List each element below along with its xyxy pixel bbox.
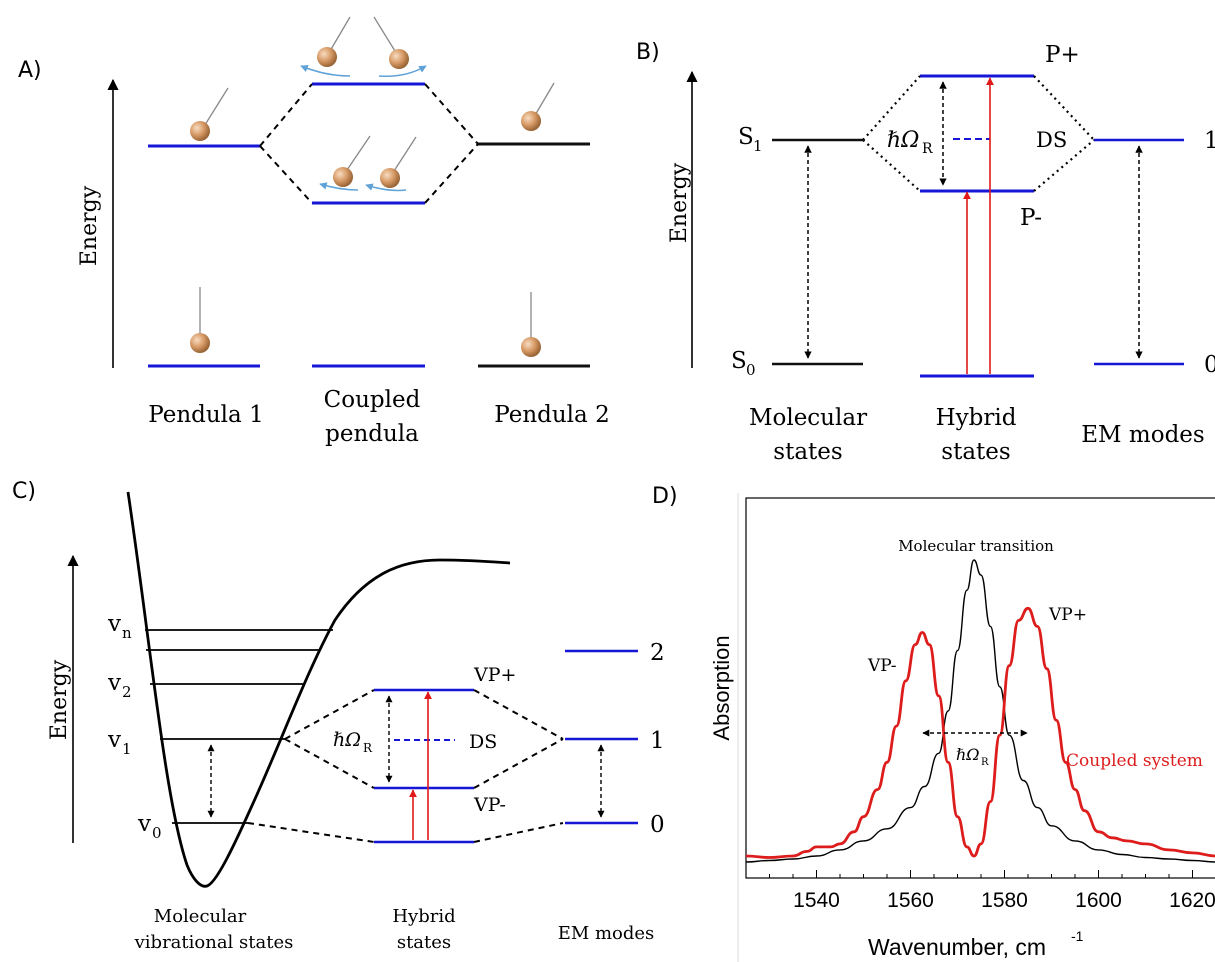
x-axis-ticks: 1540 1560 1580 1600 1620 bbox=[745, 870, 1215, 912]
swing-arrow-icon bbox=[300, 65, 351, 77]
p-minus-label: P- bbox=[1020, 205, 1042, 231]
col-molecular-label-2: states bbox=[773, 439, 842, 465]
pendulum-icon bbox=[380, 136, 417, 188]
x-tick-label: 1540 bbox=[793, 889, 840, 912]
svg-text:0: 0 bbox=[152, 824, 162, 842]
swing-arrow-icon bbox=[378, 65, 427, 78]
energy-axis-label: Energy bbox=[47, 659, 72, 740]
label-pendula: pendula bbox=[325, 421, 419, 447]
col-hybrid-label: Hybrid bbox=[936, 405, 1017, 431]
x-tick-label: 1560 bbox=[887, 889, 934, 912]
coupled-system-curve bbox=[745, 606, 1215, 859]
panel-c: C) Energy v n v 2 v 1 v 0 bbox=[12, 479, 665, 953]
pendulum-icon bbox=[333, 135, 371, 187]
label-pendula-2: Pendula 2 bbox=[494, 402, 609, 428]
label-coupled: Coupled bbox=[324, 387, 421, 413]
rabi-label: ℏΩ R bbox=[887, 128, 933, 157]
em-level-0-label: 0 bbox=[1204, 352, 1215, 378]
pendulum-icon bbox=[521, 292, 541, 357]
coupling-connectors bbox=[259, 83, 479, 204]
svg-text:R: R bbox=[363, 741, 373, 755]
swing-arrow-icon bbox=[319, 182, 359, 191]
x-tick-label: 1600 bbox=[1075, 889, 1122, 912]
svg-text:S: S bbox=[738, 124, 754, 150]
svg-text:v: v bbox=[107, 670, 121, 696]
svg-text:ℏΩ: ℏΩ bbox=[333, 729, 361, 751]
molecular-transition-label: Molecular transition bbox=[898, 537, 1054, 555]
molecular-transition-curve bbox=[745, 559, 1215, 863]
svg-text:2: 2 bbox=[122, 683, 132, 701]
svg-text:ℏΩ: ℏΩ bbox=[887, 128, 919, 153]
y-axis-label: Absorption bbox=[709, 635, 734, 740]
pendulum-icon bbox=[190, 87, 229, 141]
plot-frame bbox=[745, 497, 1215, 879]
col-molecular-label: Molecular bbox=[749, 405, 867, 431]
x-tick-label: 1580 bbox=[981, 889, 1028, 912]
em-level-2-label: 2 bbox=[650, 640, 665, 666]
svg-text:ℏΩ: ℏΩ bbox=[956, 745, 980, 764]
col-em-label: EM modes bbox=[558, 923, 655, 944]
vp-minus-peak-label: VP- bbox=[867, 656, 897, 676]
v1-label: v 1 bbox=[107, 727, 132, 758]
panel-d: D) 1540 1560 1580 1600 1620 Molecular transi… bbox=[652, 484, 1215, 962]
coupling-connectors bbox=[862, 75, 1095, 192]
pendulum-icon bbox=[317, 16, 351, 67]
svg-text:R: R bbox=[981, 757, 989, 768]
plot-curves bbox=[745, 559, 1215, 863]
p-plus-label: P+ bbox=[1045, 42, 1080, 68]
panel-c-letter: C) bbox=[12, 479, 36, 504]
svg-text:v: v bbox=[137, 811, 151, 837]
em-level-1-label: 1 bbox=[1204, 128, 1215, 154]
vp-plus-label: VP+ bbox=[473, 664, 516, 686]
svg-text:v: v bbox=[107, 727, 121, 753]
panel-a: A) Energy bbox=[18, 16, 610, 447]
panel-b: B) Energy P+ P- DS ℏΩ R S 1 S bbox=[636, 40, 1215, 465]
col-molecular-label: Molecular bbox=[154, 906, 247, 927]
svg-text:1: 1 bbox=[753, 137, 763, 155]
vp-plus-peak-label: VP+ bbox=[1048, 605, 1087, 625]
panel-b-letter: B) bbox=[636, 40, 660, 65]
col-hybrid-label-2: states bbox=[941, 439, 1010, 465]
coupling-connectors bbox=[247, 689, 564, 843]
svg-text:-1: -1 bbox=[1071, 928, 1084, 944]
swing-arrow-icon bbox=[365, 183, 407, 192]
v0-label: v 0 bbox=[137, 811, 162, 842]
panel-a-letter: A) bbox=[18, 58, 42, 83]
potential-curve bbox=[126, 491, 511, 888]
coupled-system-label: Coupled system bbox=[1066, 751, 1203, 771]
svg-text:0: 0 bbox=[746, 361, 756, 379]
rabi-label: ℏΩ R bbox=[333, 729, 373, 755]
col-em-label: EM modes bbox=[1081, 422, 1204, 448]
pendulum-icon bbox=[373, 16, 409, 69]
s0-label: S 0 bbox=[731, 348, 756, 379]
pendulum-icon bbox=[190, 287, 210, 353]
energy-axis-label: Energy bbox=[667, 162, 692, 243]
svg-text:S: S bbox=[731, 348, 747, 374]
svg-text:Wavenumber, cm: Wavenumber, cm bbox=[868, 934, 1046, 960]
v2-label: v 2 bbox=[107, 670, 132, 701]
vp-minus-label: VP- bbox=[473, 794, 506, 816]
energy-axis-label: Energy bbox=[77, 185, 102, 266]
x-tick-label: 1620 bbox=[1169, 889, 1215, 912]
svg-text:v: v bbox=[107, 611, 121, 637]
em-level-1-label: 1 bbox=[650, 728, 665, 754]
svg-text:R: R bbox=[922, 141, 933, 157]
svg-text:1: 1 bbox=[122, 740, 132, 758]
x-axis-label: Wavenumber, cm -1 bbox=[868, 928, 1084, 960]
dark-state-label: DS bbox=[1036, 128, 1067, 152]
vn-label: v n bbox=[107, 611, 132, 642]
panel-d-letter: D) bbox=[652, 484, 678, 509]
col-hybrid-label-2: states bbox=[397, 932, 451, 953]
svg-text:n: n bbox=[122, 624, 132, 642]
s1-label: S 1 bbox=[738, 124, 763, 155]
col-molecular-label-2: vibrational states bbox=[134, 932, 294, 953]
em-level-0-label: 0 bbox=[650, 812, 665, 838]
label-pendula-1: Pendula 1 bbox=[148, 402, 263, 428]
col-hybrid-label: Hybrid bbox=[392, 906, 455, 927]
rabi-label: ℏΩ R bbox=[956, 745, 989, 768]
dark-state-label: DS bbox=[469, 731, 497, 753]
pendulum-icon bbox=[521, 82, 555, 131]
